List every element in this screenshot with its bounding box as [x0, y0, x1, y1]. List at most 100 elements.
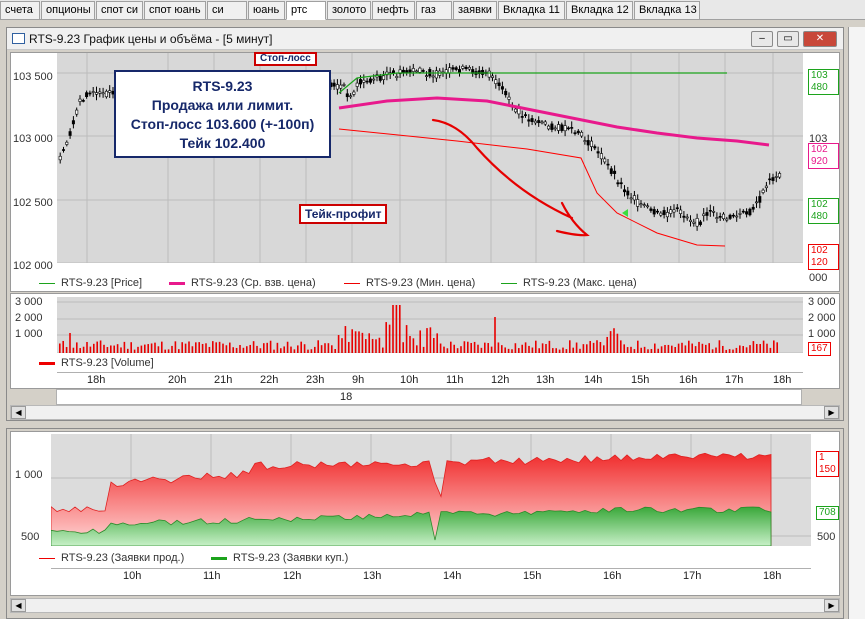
tab-gold[interactable]: золото [327, 1, 371, 20]
restore-button[interactable]: ▭ [777, 31, 799, 47]
side-window-edge [848, 27, 865, 619]
scroll-left-icon[interactable]: ◀ [11, 599, 26, 612]
volume-bar [229, 342, 231, 353]
volume-bar [524, 342, 527, 353]
candle-body [104, 90, 108, 98]
candle-body [461, 65, 465, 69]
window-titlebar[interactable]: RTS-9.23 График цены и объёма - [5 минут… [7, 28, 843, 50]
tab-oil[interactable]: нефть [372, 1, 415, 20]
volume-bar [161, 341, 163, 353]
volume-bar [548, 340, 551, 353]
candle-body [91, 91, 95, 93]
volume-bar [480, 347, 483, 353]
volume-bar [725, 349, 727, 353]
orders-scrollbar[interactable]: ◀ ▶ [10, 598, 840, 613]
candle-body [669, 209, 673, 214]
volume-bar [694, 346, 697, 353]
candle-body [583, 140, 587, 142]
candle-body [504, 90, 508, 96]
volume-bar [603, 345, 605, 353]
tab-13[interactable]: Вкладка 13 [634, 1, 700, 20]
volume-bar [86, 341, 88, 353]
volume-bar [365, 339, 367, 353]
time-tick-label: 21h [214, 374, 233, 386]
avg-price-tag: 102 920 [808, 143, 839, 169]
tab-orders[interactable]: заявки [453, 1, 497, 20]
candle-body [358, 79, 362, 85]
scroll-right-icon[interactable]: ▶ [824, 599, 839, 612]
candle-body [715, 217, 719, 219]
volume-bar [718, 340, 721, 353]
candle-body [85, 92, 89, 98]
candle-body [580, 131, 584, 137]
volume-bar [150, 343, 153, 353]
volume-bar [212, 341, 214, 353]
tab-yuan[interactable]: юань [248, 1, 285, 20]
horizontal-scrollbar[interactable]: ◀ ▶ [10, 405, 840, 420]
minimize-button[interactable]: – [751, 31, 773, 47]
tab-si[interactable]: си [207, 1, 247, 20]
volume-bar [606, 336, 608, 353]
candle-body [764, 185, 768, 189]
candle-body [345, 93, 349, 98]
candle-body [365, 80, 369, 83]
volume-bar [701, 343, 704, 353]
volume-bar [188, 341, 190, 353]
volume-bar [65, 347, 68, 353]
time-tick-label: 11h [446, 374, 464, 386]
volume-bar [518, 348, 520, 353]
orders-time-axis: 10h 11h 12h 13h 14h 15h 16h 17h 18h [51, 568, 811, 584]
tab-options[interactable]: опционы [41, 1, 95, 20]
volume-bar [609, 331, 612, 353]
scroll-left-icon[interactable]: ◀ [11, 406, 26, 419]
volume-bar [263, 343, 265, 353]
time-tick-label: 15h [631, 374, 650, 386]
volume-bar [443, 346, 445, 353]
scroll-right-icon[interactable]: ▶ [824, 406, 839, 419]
close-button[interactable]: ✕ [803, 31, 837, 47]
volume-bar [691, 343, 693, 353]
candle-body [339, 84, 343, 89]
tab-12[interactable]: Вкладка 12 [566, 1, 633, 20]
volume-bar [575, 342, 578, 353]
candle-body [431, 75, 435, 78]
candle-body [698, 221, 702, 225]
volume-bar [191, 346, 194, 353]
time-tick-label: 10h [400, 374, 419, 386]
last-volume-tag: 167 [808, 342, 831, 356]
volume-bar [368, 333, 370, 353]
volume-bar [708, 343, 710, 353]
volume-bar [252, 341, 255, 353]
candle-body [603, 158, 607, 163]
candle-body [494, 79, 498, 84]
tab-rts[interactable]: ртс [286, 1, 326, 20]
volume-bar [399, 305, 401, 353]
candle-body [520, 116, 524, 118]
volume-bar [327, 343, 330, 353]
tab-gas[interactable]: газ [416, 1, 452, 20]
volume-chart-svg [57, 301, 803, 353]
volume-bar [501, 345, 503, 353]
candle-body [613, 170, 617, 174]
candle-body [665, 212, 669, 218]
candle-body [411, 68, 415, 72]
tab-spot-yuan[interactable]: спот юань [144, 1, 206, 20]
volume-bar [96, 341, 98, 353]
candle-body [424, 75, 428, 77]
volume-plot-area[interactable] [57, 297, 803, 353]
tab-11[interactable]: Вкладка 11 [498, 1, 565, 20]
candle-body [576, 130, 580, 134]
candle-body [642, 204, 646, 206]
legend-min: RTS-9.23 (Мин. цена) [344, 277, 475, 289]
orders-time-tick-label: 16h [603, 570, 622, 582]
tab-scheta[interactable]: счета [0, 1, 40, 20]
orders-plot-area[interactable] [51, 434, 811, 546]
volume-bar [93, 343, 95, 353]
volume-bar [450, 341, 452, 353]
volume-bar [154, 342, 156, 353]
tab-spot-si[interactable]: спот си [96, 1, 143, 20]
volume-bar [242, 347, 245, 353]
candle-body [540, 121, 544, 124]
volume-bar [324, 343, 326, 353]
min-price-tag: 102 120 [808, 244, 839, 270]
